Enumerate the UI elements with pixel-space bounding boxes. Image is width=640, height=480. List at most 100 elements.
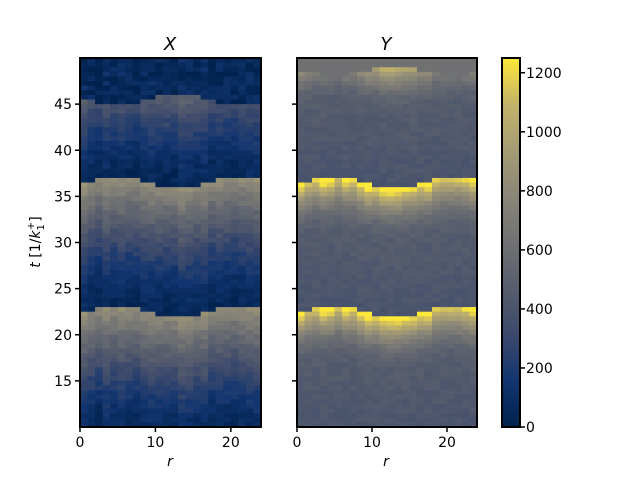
heatmap-x-cell: [238, 67, 247, 73]
heatmap-x-cell: [132, 177, 141, 184]
heatmap-y-cell: [327, 362, 336, 368]
heatmap-x-cell: [230, 150, 239, 156]
heatmap-x-cell: [80, 205, 89, 211]
heatmap-y-cell: [312, 113, 321, 119]
heatmap-y-cell: [462, 168, 471, 174]
heatmap-y-cell: [342, 173, 351, 179]
heatmap-y-cell: [319, 164, 328, 170]
heatmap-x-cell: [200, 233, 209, 239]
heatmap-x-cell: [87, 302, 96, 308]
heatmap-x-cell: [132, 403, 141, 410]
heatmap-y-cell: [454, 131, 463, 138]
heatmap-y-cell: [469, 224, 478, 230]
heatmap-x-cell: [117, 320, 126, 327]
heatmap-y-cell: [349, 325, 358, 331]
heatmap-y-cell: [439, 141, 448, 147]
heatmap-x-cell: [80, 302, 89, 308]
heatmap-y-cell: [454, 251, 463, 257]
heatmap-y-cell: [462, 177, 471, 184]
heatmap-x-cell: [140, 270, 149, 276]
heatmap-y-cell: [402, 136, 411, 142]
heatmap-y-cell: [319, 311, 328, 317]
heatmap-x-cell: [102, 339, 111, 345]
heatmap-y-cell: [462, 145, 471, 151]
heatmap-y-cell: [372, 417, 381, 423]
heatmap-x-cell: [178, 256, 187, 262]
heatmap-x-cell: [200, 307, 209, 313]
heatmap-x-cell: [178, 150, 187, 156]
heatmap-x-cell: [178, 90, 187, 96]
heatmap-x-cell: [140, 141, 149, 147]
heatmap-x-cell: [245, 90, 255, 96]
heatmap-x-cell: [208, 422, 217, 428]
heatmap-y-cell: [417, 307, 426, 313]
heatmap-x-cell: [162, 113, 172, 119]
heatmap-x-cell: [87, 113, 96, 119]
heatmap-x-cell: [125, 339, 134, 345]
heatmap-y-cell: [379, 390, 388, 396]
heatmap-y-cell: [432, 76, 441, 82]
heatmap-x-cell: [253, 159, 262, 165]
heatmap-x-cell: [95, 191, 104, 197]
heatmap-y-cell: [409, 113, 418, 119]
heatmap-y-cell: [417, 316, 426, 322]
heatmap-y-cell: [439, 297, 448, 304]
heatmap-y-cell: [304, 90, 313, 96]
heatmap-x-cell: [140, 311, 149, 317]
heatmap-y-cell: [357, 85, 366, 91]
heatmap-y-cell: [387, 127, 396, 133]
heatmap-x-cell: [117, 164, 126, 170]
heatmap-y-cell: [394, 90, 403, 96]
heatmap-x-cell: [253, 403, 262, 410]
heatmap-x-cell: [230, 168, 239, 174]
heatmap-x-cell: [253, 371, 262, 377]
heatmap-x-cell: [125, 260, 134, 267]
heatmap-y-cell: [349, 71, 358, 78]
heatmap-x-cell: [132, 233, 141, 239]
heatmap-y-cell: [439, 58, 448, 64]
heatmap-x-cell: [245, 71, 255, 78]
heatmap-x-cell: [223, 311, 232, 317]
heatmap-y-cell: [454, 62, 463, 68]
heatmap-y-cell: [379, 141, 388, 147]
heatmap-x-cell: [223, 367, 232, 373]
heatmap-y-cell: [342, 200, 351, 207]
heatmap-y-cell: [372, 191, 381, 197]
heatmap-x-cell: [155, 408, 164, 414]
heatmap-y-cell: [312, 422, 321, 428]
heatmap-y-cell: [349, 380, 358, 387]
heatmap-y-cell: [327, 242, 336, 248]
heatmap-y-cell: [432, 127, 441, 133]
heatmap-y-cell: [319, 196, 328, 202]
heatmap-y-cell: [447, 288, 456, 294]
heatmap-y-cell: [417, 205, 426, 211]
heatmap-x-cell: [132, 339, 141, 345]
heatmap-y-cell: [334, 297, 343, 304]
heatmap-y-cell: [409, 279, 418, 285]
heatmap-x-cell: [110, 260, 119, 267]
heatmap-x-cell: [208, 357, 217, 364]
heatmap-x-cell: [155, 205, 164, 211]
heatmap-y-cell: [357, 279, 366, 285]
heatmap-x-cell: [215, 320, 224, 327]
heatmap-x-cell: [170, 297, 179, 304]
heatmap-x-cell: [178, 408, 187, 414]
heatmap-y-cell: [312, 173, 321, 179]
heatmap-y-cell: [379, 177, 388, 184]
heatmap-y-cell: [469, 408, 478, 414]
heatmap-y-cell: [357, 94, 366, 101]
heatmap-x-cell: [95, 81, 104, 87]
heatmap-y-cell: [387, 316, 396, 322]
heatmap-y-cell: [424, 173, 433, 179]
heatmap-y-cell: [304, 376, 313, 382]
heatmap-y-cell: [342, 71, 351, 78]
heatmap-x-cell: [102, 288, 111, 294]
heatmap-x-cell: [162, 196, 172, 202]
heatmap-x-cell: [95, 247, 104, 253]
heatmap-y-cell: [334, 408, 343, 414]
heatmap-y-cell: [312, 417, 321, 423]
heatmap-x-cell: [102, 224, 111, 230]
panel-x-xticks: 0 10 20: [76, 427, 240, 451]
heatmap-y-cell: [319, 159, 328, 165]
heatmap-x-cell: [80, 256, 89, 262]
